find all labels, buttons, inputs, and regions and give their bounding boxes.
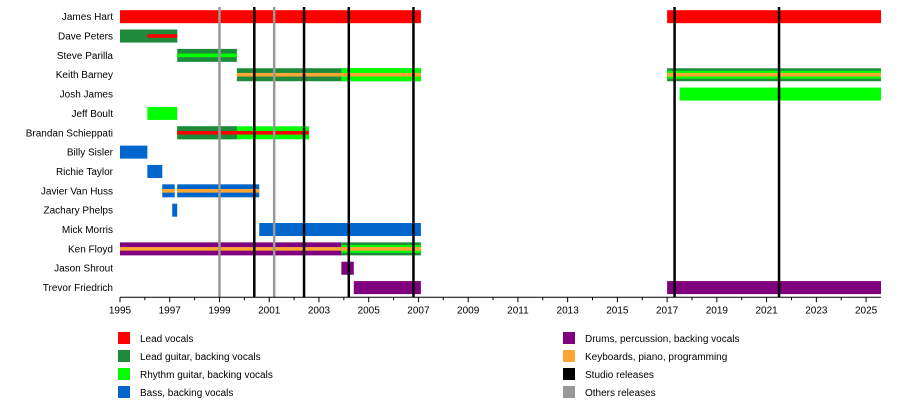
member-bar-0-0 (120, 10, 421, 24)
member-name-9: Javier Van Huss (41, 186, 113, 197)
legend-swatch-rhythm_guitar (118, 368, 130, 380)
member-bar-5-0 (147, 106, 178, 120)
member-bar-7-0 (120, 145, 148, 159)
x-tick-label-5: 2005 (358, 305, 381, 316)
member-bar-stripe-2-0 (177, 53, 237, 58)
release-lines (218, 7, 781, 298)
legend-label-lead_vocals: Lead vocals (140, 334, 193, 345)
member-name-4: Josh James (60, 90, 113, 101)
x-tick-label-15: 2025 (855, 305, 878, 316)
legend-label-lead_guitar: Lead guitar, backing vocals (140, 352, 261, 363)
legend-swatch-lead_vocals (118, 332, 130, 344)
legend-label-studio: Studio releases (585, 370, 654, 381)
member-name-13: Jason Shrout (54, 264, 113, 275)
member-bar-stripe-12-1 (341, 247, 421, 251)
member-name-10: Zachary Phelps (44, 206, 113, 217)
member-bar-stripe-3-0 (236, 72, 342, 77)
x-tick-label-6: 2007 (407, 305, 430, 316)
x-tick-label-7: 2009 (457, 305, 480, 316)
member-bar-stripe-6-1 (177, 130, 237, 135)
x-tick-label-11: 2017 (656, 305, 679, 316)
legend-swatch-bass (118, 386, 130, 398)
member-name-3: Keith Barney (56, 70, 113, 81)
member-bar-stripe-6-0 (177, 130, 310, 135)
x-tick-label-12: 2019 (706, 305, 729, 316)
x-tick-label-13: 2021 (755, 305, 778, 316)
member-name-11: Mick Morris (62, 225, 113, 236)
member-name-0: James Hart (62, 12, 113, 23)
legend: Lead vocals Lead guitar, backing vocals Rh… (118, 332, 740, 399)
member-name-1: Dave Peters (58, 32, 113, 43)
member-bar-stripe-3-2 (667, 72, 881, 77)
member-bar-stripe-9-0 (162, 189, 175, 193)
legend-swatch-drums (563, 332, 575, 344)
member-bar-stripe-3-1 (341, 72, 421, 77)
member-bar-14-0 (353, 281, 421, 295)
member-name-8: Richie Taylor (56, 167, 114, 178)
member-bar-10-0 (172, 203, 178, 217)
legend-label-others: Others releases (585, 388, 656, 399)
member-bars (120, 10, 881, 295)
member-labels: James Hart Dave Peters Steve Parilla Keith … (26, 12, 114, 294)
legend-label-drums: Drums, percussion, backing vocals (585, 334, 740, 345)
x-tick-label-1: 1997 (159, 305, 182, 316)
member-bar-11-0 (259, 223, 421, 237)
member-name-14: Trevor Friedrich (43, 283, 113, 294)
member-bar-0-1 (667, 10, 881, 24)
legend-swatch-keyboards (563, 350, 575, 362)
x-tick-label-14: 2023 (805, 305, 828, 316)
legend-label-keyboards: Keyboards, piano, programming (585, 352, 727, 363)
member-bar-14-1 (667, 281, 881, 295)
member-name-12: Ken Floyd (68, 244, 113, 255)
member-bar-8-0 (147, 164, 163, 178)
member-name-6: Brandan Schieppati (26, 128, 113, 139)
legend-swatch-studio (563, 368, 575, 380)
legend-label-bass: Bass, backing vocals (140, 388, 233, 399)
x-tick-label-4: 2003 (308, 305, 331, 316)
x-tick-label-3: 2001 (258, 305, 281, 316)
legend-swatch-lead_guitar (118, 350, 130, 362)
x-axis: 1995 1997 1999 2001 2003 2005 2007 2009 2011 2013… (109, 296, 881, 316)
member-bar-stripe-12-0 (120, 247, 342, 251)
member-bar-stripe-1-1 (147, 34, 178, 38)
x-tick-label-9: 2013 (557, 305, 580, 316)
x-tick-label-0: 1995 (109, 305, 132, 316)
legend-label-rhythm_guitar: Rhythm guitar, backing vocals (140, 370, 273, 381)
member-name-7: Billy Sisler (67, 148, 114, 159)
x-tick-label-8: 2011 (507, 305, 529, 316)
x-tick-label-10: 2015 (606, 305, 629, 316)
member-name-5: Jeff Boult (71, 109, 113, 120)
legend-swatch-others (563, 386, 575, 398)
x-tick-label-2: 1999 (208, 305, 231, 316)
member-name-2: Steve Parilla (57, 51, 114, 62)
